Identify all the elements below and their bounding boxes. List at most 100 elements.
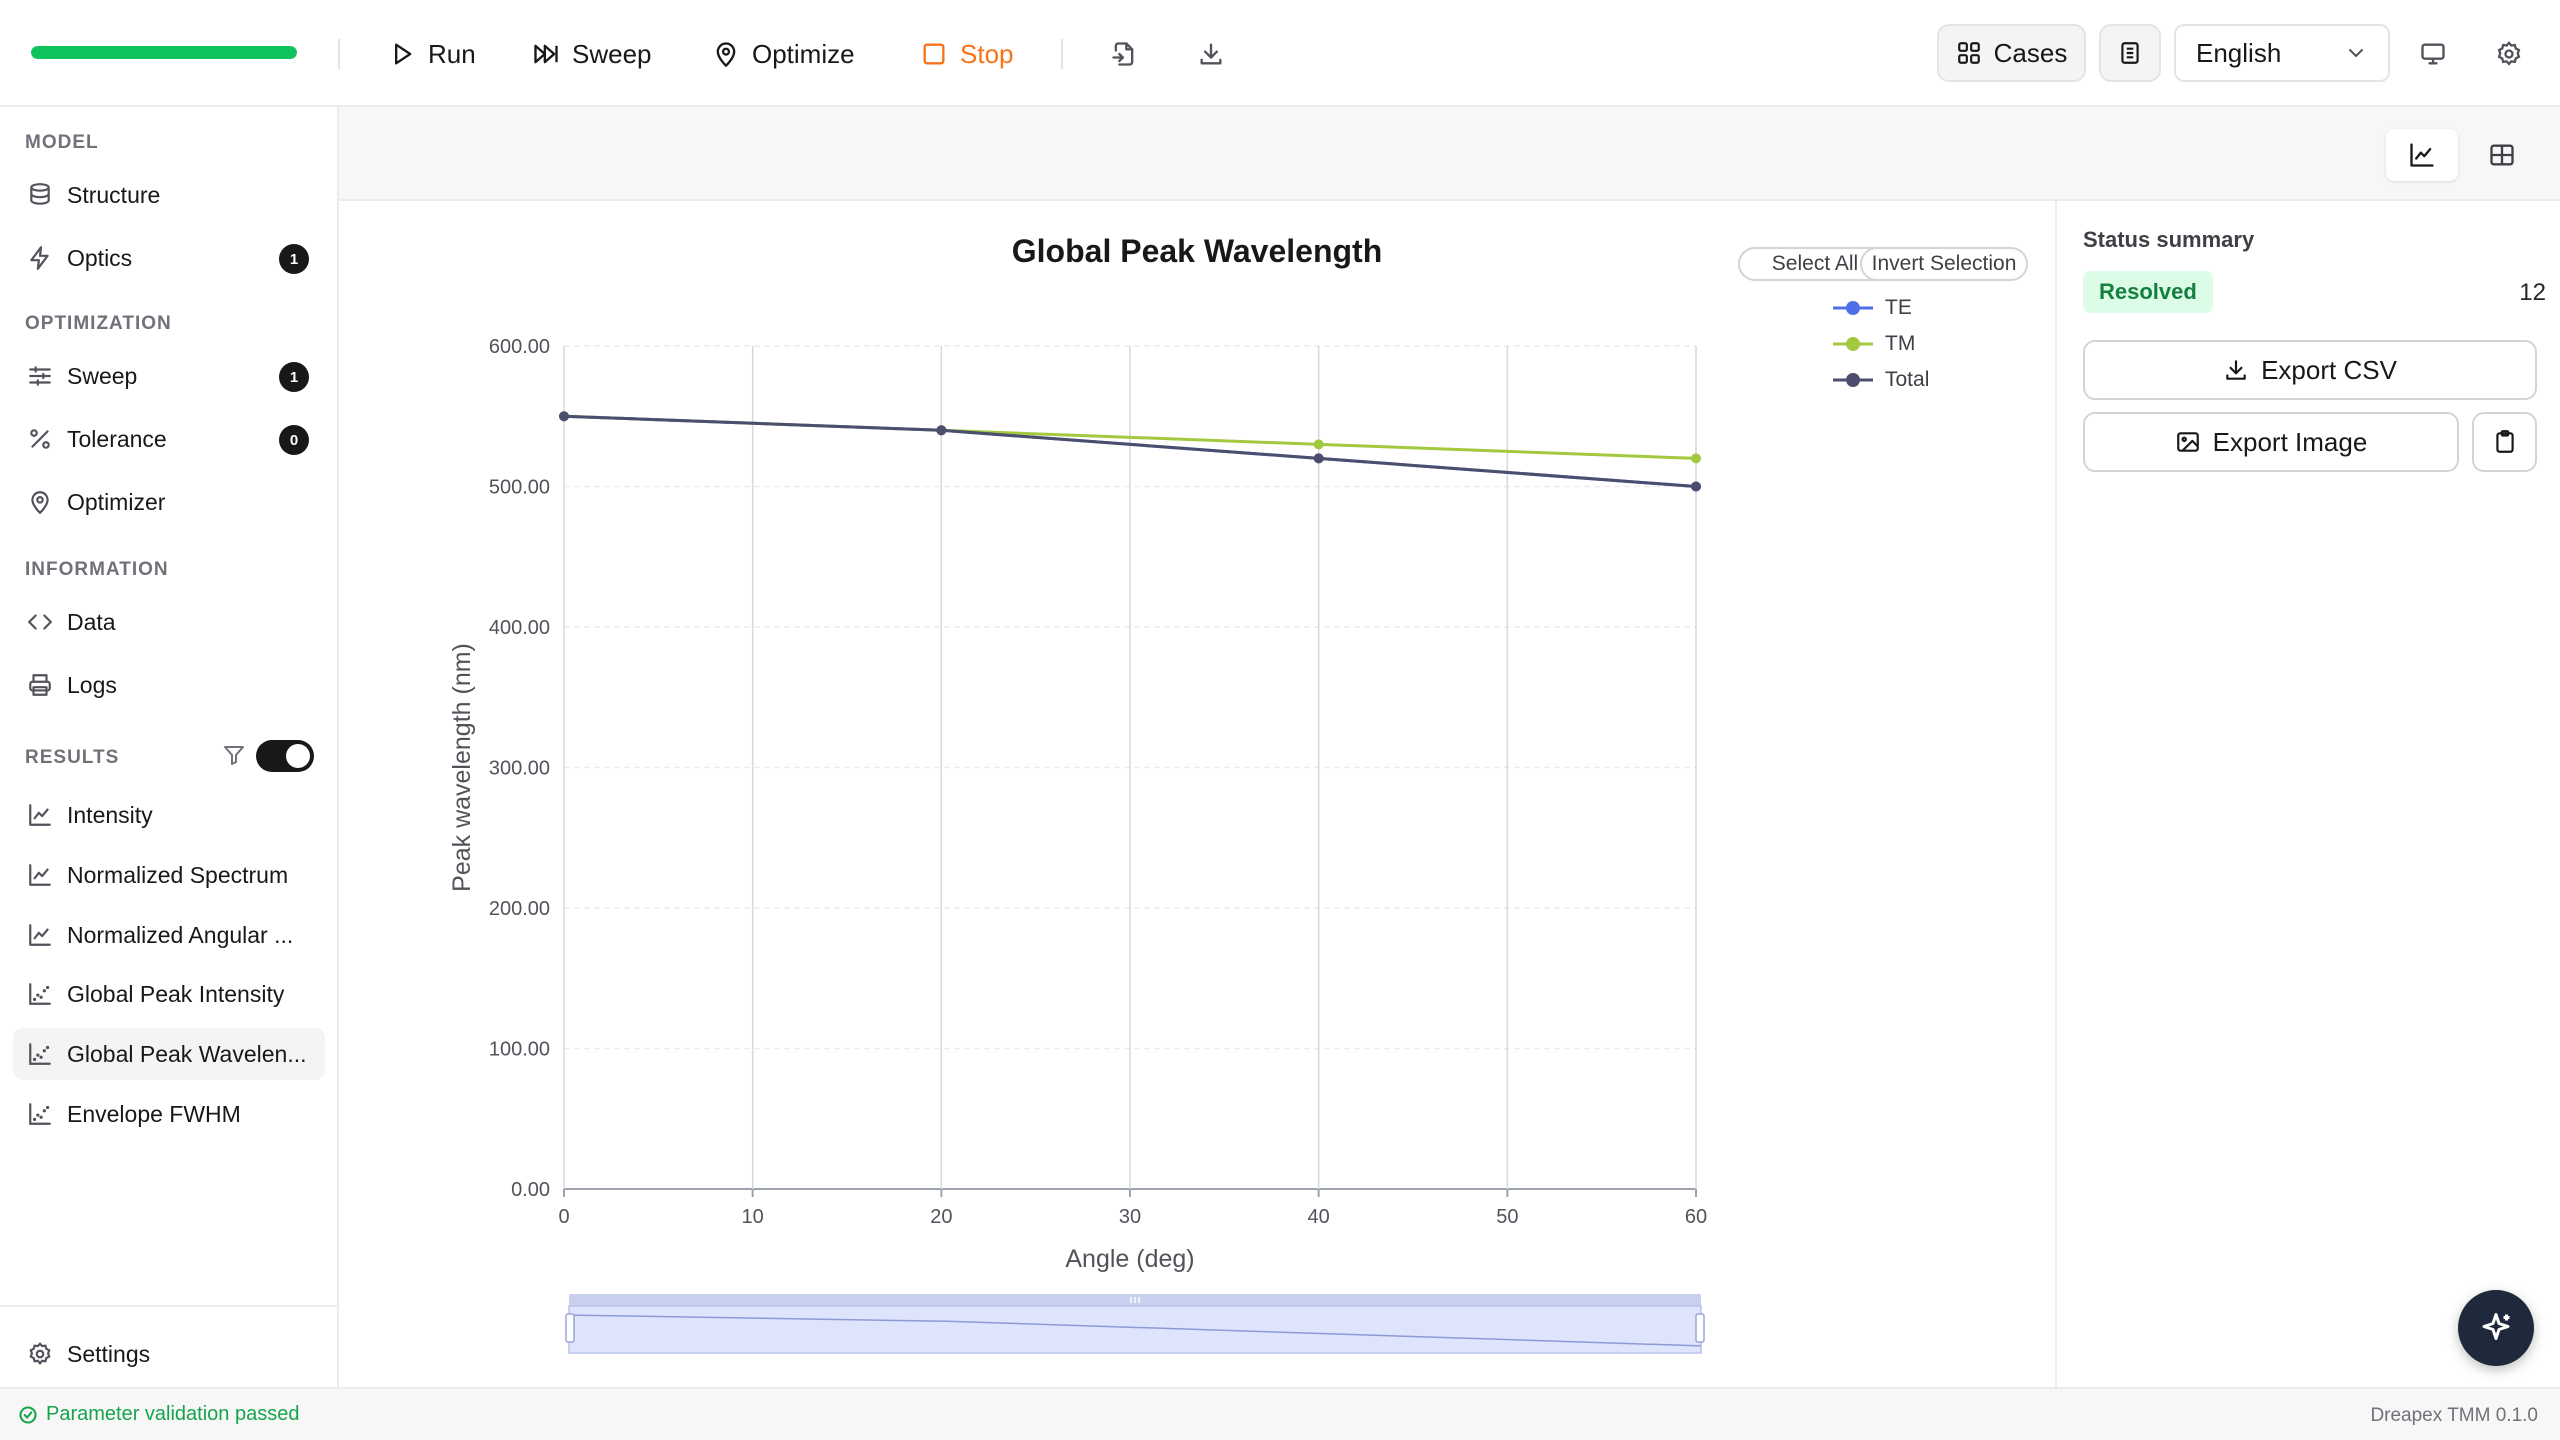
legend-item-tm[interactable]: TM xyxy=(1833,329,1915,359)
sweep-button[interactable]: Sweep xyxy=(532,28,652,80)
line-chart-icon xyxy=(27,802,53,828)
sidebar-item-label: Logs xyxy=(67,671,117,698)
lightning-icon xyxy=(27,245,53,271)
legend-label: TM xyxy=(1885,332,1916,355)
filter-icon[interactable] xyxy=(222,743,246,767)
optimize-button[interactable]: Optimize xyxy=(712,28,855,80)
language-select[interactable]: English xyxy=(2174,24,2390,82)
y-tick-label: 100.00 xyxy=(489,1039,550,1061)
data-point-total xyxy=(1691,481,1701,492)
y-tick-label: 0.00 xyxy=(511,1179,550,1201)
sidebar-item-tolerance[interactable]: Tolerance 0 xyxy=(13,413,325,465)
sweep-label: Sweep xyxy=(572,38,652,69)
chart-plot: 0.00 100.00 200.00 300.00 400.00 500.00 600.00… xyxy=(448,336,1707,1354)
sidebar-item-sweep[interactable]: Sweep 1 xyxy=(13,350,325,402)
chart-panel: Global Peak Wavelength Select All Invert… xyxy=(339,201,2055,1387)
sidebar-item-structure[interactable]: Structure xyxy=(13,169,325,221)
language-value: English xyxy=(2196,37,2282,68)
y-tick-label: 300.00 xyxy=(489,758,550,780)
x-tick-label: 0 xyxy=(558,1206,569,1228)
sidebar-item-label: Structure xyxy=(67,181,161,208)
y-axis-label: Peak wavelength (nm) xyxy=(448,643,476,892)
sidebar-item-label: Settings xyxy=(67,1340,151,1367)
sidebar: MODEL Structure Optics 1 OPTIMIZATION Sw… xyxy=(0,107,339,1387)
sidebar-item-logs[interactable]: Logs xyxy=(13,659,325,711)
table-view-button[interactable] xyxy=(2466,129,2538,181)
status-panel: Status summary Resolved 12 Export CSV Ex… xyxy=(2055,201,2560,1387)
scatter-chart-icon xyxy=(27,981,53,1007)
export-image-button[interactable]: Export Image xyxy=(2083,412,2459,472)
printer-icon xyxy=(27,672,53,698)
y-tick-label: 400.00 xyxy=(489,617,550,639)
stop-button[interactable]: Stop xyxy=(920,28,1014,80)
y-tick-label: 600.00 xyxy=(489,336,550,358)
assistant-button[interactable] xyxy=(2458,1290,2534,1366)
x-tick-label: 30 xyxy=(1119,1206,1141,1228)
data-point-tm xyxy=(1313,439,1324,450)
sidebar-item-label: Sweep xyxy=(67,362,138,389)
status-badge: Resolved xyxy=(2083,271,2213,313)
y-tick-label: 200.00 xyxy=(489,898,550,920)
sidebar-item-label: Tolerance xyxy=(67,425,167,452)
notes-button[interactable] xyxy=(2099,24,2161,82)
map-pin-icon xyxy=(27,489,53,515)
download-icon xyxy=(1197,40,1225,68)
section-heading-optimization: OPTIMIZATION xyxy=(25,313,172,334)
sidebar-item-optics[interactable]: Optics 1 xyxy=(13,232,325,284)
download-icon xyxy=(2223,357,2249,383)
legend-item-te[interactable]: TE xyxy=(1833,293,1912,323)
monitor-icon xyxy=(2419,40,2447,68)
export-csv-button[interactable]: Export CSV xyxy=(2083,340,2537,400)
sidebar-item-data[interactable]: Data xyxy=(13,596,325,648)
section-heading-information: INFORMATION xyxy=(25,559,169,580)
image-icon xyxy=(2175,429,2201,455)
zoom-slider-track xyxy=(568,1305,1702,1354)
grid-icon xyxy=(1956,40,1982,66)
sidebar-item-settings[interactable]: Settings xyxy=(13,1328,325,1380)
results-toggle[interactable] xyxy=(256,740,314,772)
tolerance-count-badge: 0 xyxy=(279,425,309,455)
section-heading-results: RESULTS xyxy=(25,747,120,768)
sidebar-item-envelope-fwhm[interactable]: Envelope FWHM xyxy=(13,1088,325,1140)
chart-view-button[interactable] xyxy=(2386,129,2458,181)
sidebar-item-optimizer[interactable]: Optimizer xyxy=(13,476,325,528)
data-point-total xyxy=(559,411,569,422)
scatter-chart-icon xyxy=(27,1041,53,1067)
cases-button[interactable]: Cases xyxy=(1937,24,2086,82)
export-image-label: Export Image xyxy=(2212,426,2368,457)
cases-label: Cases xyxy=(1993,37,2068,68)
sidebar-item-normalized-angular[interactable]: Normalized Angular ... xyxy=(13,909,325,961)
scatter-chart-icon xyxy=(27,1101,53,1127)
zoom-slider-preview-line xyxy=(568,1314,1702,1347)
sidebar-item-global-peak-intensity[interactable]: Global Peak Intensity xyxy=(13,968,325,1020)
app-version: Dreapex TMM 0.1.0 xyxy=(2370,1405,2538,1426)
top-toolbar: Run Sweep Optimize Stop Cases English xyxy=(0,0,2560,107)
series-line-total xyxy=(563,414,1697,488)
chevron-down-icon xyxy=(2344,41,2368,65)
display-button[interactable] xyxy=(2413,34,2453,74)
map-pin-icon xyxy=(712,40,740,68)
invert-selection-button[interactable]: Invert Selection xyxy=(1860,247,2028,281)
run-button[interactable]: Run xyxy=(388,28,476,80)
sweep-count-badge: 1 xyxy=(279,362,309,392)
document-icon xyxy=(2117,40,2143,66)
copy-image-button[interactable] xyxy=(2472,412,2537,472)
chart-title: Global Peak Wavelength xyxy=(1011,233,1383,269)
progress-bar-fill xyxy=(31,46,297,59)
x-tick-label: 50 xyxy=(1496,1206,1518,1228)
export-csv-label: Export CSV xyxy=(2261,354,2397,385)
database-icon xyxy=(27,182,53,208)
sidebar-item-intensity[interactable]: Intensity xyxy=(13,789,325,841)
sidebar-item-normalized-spectrum[interactable]: Normalized Spectrum xyxy=(13,849,325,901)
sidebar-item-label: Normalized Angular ... xyxy=(67,921,294,948)
legend-item-total[interactable]: Total xyxy=(1833,365,1929,395)
line-chart-icon xyxy=(27,862,53,888)
play-icon xyxy=(388,40,416,68)
x-axis-label: Angle (deg) xyxy=(1065,1245,1194,1273)
toolbar-divider xyxy=(1061,39,1063,69)
legend-label: Total xyxy=(1885,368,1930,391)
download-button[interactable] xyxy=(1191,34,1231,74)
sidebar-item-global-peak-wavelength[interactable]: Global Peak Wavelen... xyxy=(13,1028,325,1080)
import-button[interactable] xyxy=(1104,34,1144,74)
settings-button[interactable] xyxy=(2489,34,2529,74)
